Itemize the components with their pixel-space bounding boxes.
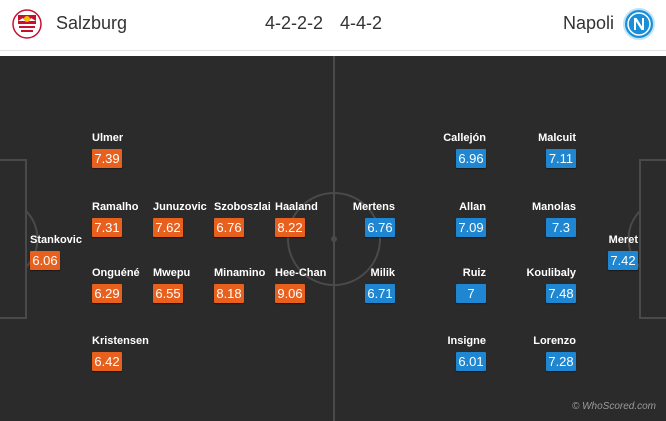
player-name: Haaland: [275, 201, 318, 213]
player-minamino[interactable]: Minamino 8.18: [214, 267, 284, 311]
pitch: Stankovic 6.06 Ulmer 7.39 Ramalho 7.31 O…: [0, 56, 666, 421]
player-hee-chan[interactable]: Hee-Chan 9.06: [275, 267, 345, 311]
player-name: Kristensen: [92, 335, 149, 347]
player-rating: 6.76: [365, 218, 395, 237]
player-name: Stankovic: [30, 234, 82, 246]
player-rating: 7.28: [546, 352, 576, 371]
player-rating: 7.31: [92, 218, 122, 237]
player-mertens[interactable]: Mertens 6.76: [325, 201, 395, 245]
player-manolas[interactable]: Manolas 7.3: [506, 201, 576, 245]
player-insigne[interactable]: Insigne 6.01: [416, 335, 486, 379]
player-name: Hee-Chan: [275, 267, 327, 279]
player-rating: 6.42: [92, 352, 122, 371]
away-formation: 4-4-2: [340, 13, 383, 33]
player-rating: 8.18: [214, 284, 244, 303]
home-team-name[interactable]: Salzburg: [56, 13, 128, 33]
player-stankovic[interactable]: Stankovic 6.06: [30, 234, 100, 278]
player-junuzovic[interactable]: Junuzovic 7.62: [153, 201, 223, 245]
player-rating: 6.01: [456, 352, 486, 371]
match-header: Salzburg 4-2-2-2 4-4-2 Napoli: [0, 0, 666, 51]
player-name: Minamino: [214, 267, 266, 279]
player-name: Junuzovic: [153, 201, 207, 213]
player-rating: 6.71: [365, 284, 395, 303]
player-rating: 7: [456, 284, 486, 303]
player-lorenzo[interactable]: Lorenzo 7.28: [506, 335, 576, 379]
player-rating: 6.55: [153, 284, 183, 303]
player-name: Milik: [370, 267, 395, 279]
player-rating: 7.39: [92, 149, 122, 168]
player-meret[interactable]: Meret 7.42: [568, 234, 638, 278]
player-name: Szoboszlai: [214, 201, 271, 213]
player-name: Mertens: [352, 201, 395, 213]
player-name: Meret: [608, 234, 638, 246]
player-koulibaly[interactable]: Koulibaly 7.48: [506, 267, 576, 311]
player-malcuit[interactable]: Malcuit 7.11: [506, 132, 576, 176]
player-milik[interactable]: Milik 6.71: [325, 267, 395, 311]
player-rating: 7.62: [153, 218, 183, 237]
player-mwepu[interactable]: Mwepu 6.55: [153, 267, 223, 311]
player-kristensen[interactable]: Kristensen 6.42: [92, 335, 162, 379]
player-name: Ramalho: [92, 201, 139, 213]
home-formation: 4-2-2-2: [265, 13, 324, 33]
player-rating: 7.11: [546, 149, 576, 168]
player-name: Ruiz: [462, 267, 486, 279]
player-rating: 7.48: [546, 284, 576, 303]
player-szoboszlai[interactable]: Szoboszlai 6.76: [214, 201, 284, 245]
player-name: Callejón: [443, 132, 486, 144]
player-ramalho[interactable]: Ramalho 7.31: [92, 201, 162, 245]
player-ruiz[interactable]: Ruiz 7: [416, 267, 486, 311]
player-rating: 9.06: [275, 284, 305, 303]
player-name: Allan: [459, 201, 486, 213]
player-callejon[interactable]: Callejón 6.96: [416, 132, 486, 176]
player-name: Onguéné: [92, 267, 140, 279]
player-name: Koulibaly: [526, 267, 576, 279]
player-rating: 6.96: [456, 149, 486, 168]
player-rating: 6.76: [214, 218, 244, 237]
whoscored-watermark: © WhoScored.com: [571, 401, 656, 412]
player-allan[interactable]: Allan 7.09: [416, 201, 486, 245]
player-haaland[interactable]: Haaland 8.22: [275, 201, 345, 245]
player-rating: 6.29: [92, 284, 122, 303]
player-rating: 8.22: [275, 218, 305, 237]
player-rating: 7.42: [608, 251, 638, 270]
player-ulmer[interactable]: Ulmer 7.39: [92, 132, 162, 176]
player-name: Malcuit: [538, 132, 576, 144]
player-name: Mwepu: [153, 267, 191, 279]
player-name: Insigne: [447, 335, 486, 347]
player-name: Manolas: [531, 201, 576, 213]
player-name: Ulmer: [92, 132, 124, 144]
player-name: Lorenzo: [533, 335, 576, 347]
player-rating: 6.06: [30, 251, 60, 270]
away-team-name[interactable]: Napoli: [562, 13, 614, 33]
player-rating: 7.09: [456, 218, 486, 237]
player-rating: 7.3: [546, 218, 576, 237]
player-onguene[interactable]: Onguéné 6.29: [92, 267, 162, 311]
salzburg-logo-icon[interactable]: [12, 9, 42, 39]
napoli-logo-icon[interactable]: [623, 8, 655, 40]
